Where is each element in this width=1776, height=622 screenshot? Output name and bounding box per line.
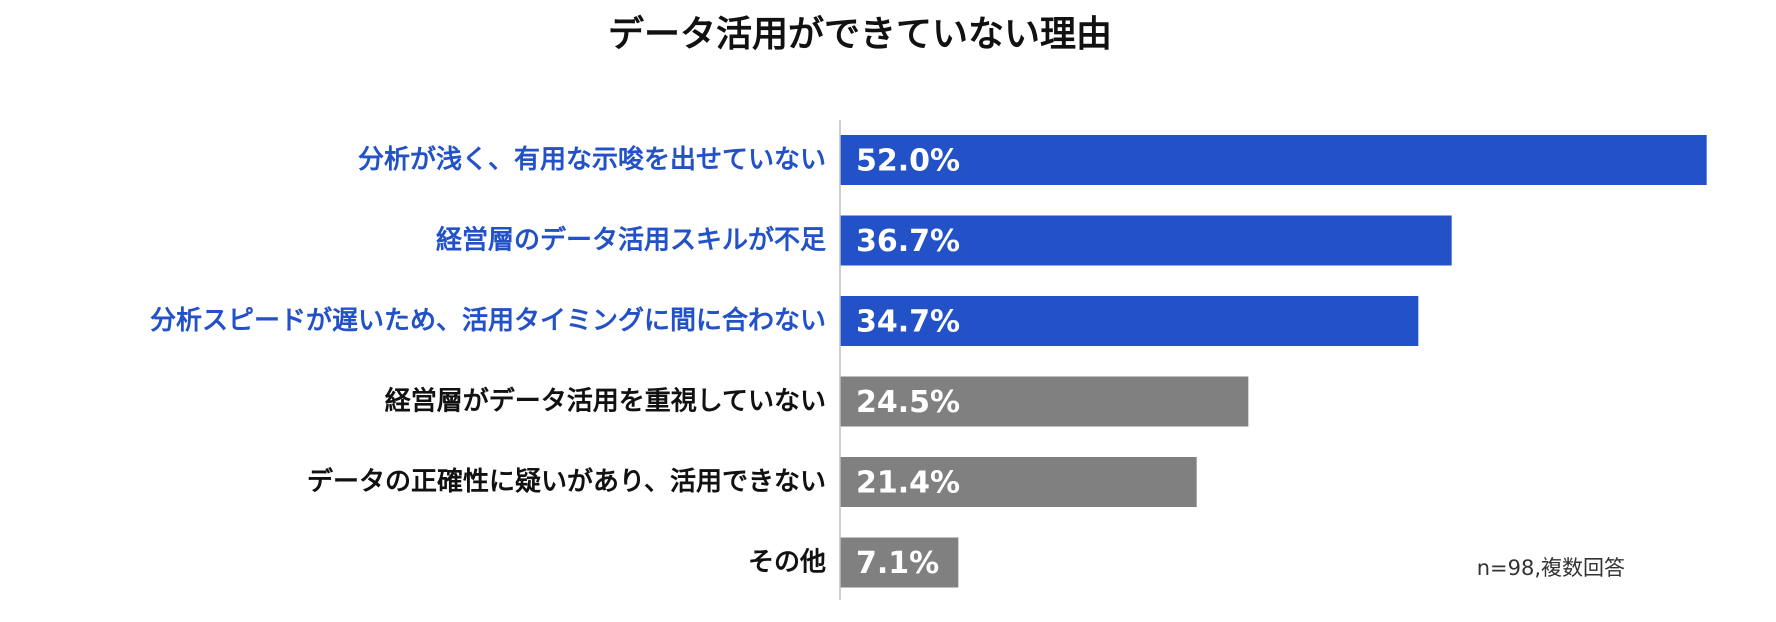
category-label-5: データの正確性に疑いがあり、活用できない	[307, 466, 826, 497]
bar-3	[840, 296, 1419, 346]
value-label-1: 52.0%	[856, 144, 960, 179]
value-label-6: 7.1%	[856, 546, 939, 581]
bar-4	[840, 376, 1249, 427]
value-label-3: 34.7%	[856, 305, 960, 340]
category-label-4: 経営層がデータ活用を重視していない	[385, 386, 826, 417]
category-label-3: 分析スピードが遅いため、活用タイミングに間に合わない	[150, 305, 826, 336]
bar-2	[840, 215, 1452, 266]
category-label-6: その他	[748, 548, 826, 578]
value-label-5: 21.4%	[856, 466, 960, 501]
sample-note: n=98,複数回答	[1477, 556, 1625, 580]
bar-6	[840, 537, 959, 588]
chart-title: データ活用ができていない理由	[608, 13, 1112, 55]
category-label-2: 経営層のデータ活用スキルが不足	[436, 225, 826, 256]
value-label-2: 36.7%	[856, 224, 960, 259]
bars-group: 分析が浅く、有用な示唆を出せていない 52.0% 経営層のデータ活用スキルが不足 36…	[150, 135, 1707, 588]
value-label-4: 24.5%	[856, 385, 960, 420]
bar-5	[840, 457, 1197, 507]
bar-1	[840, 135, 1707, 185]
category-label-1: 分析が浅く、有用な示唆を出せていない	[358, 144, 826, 175]
